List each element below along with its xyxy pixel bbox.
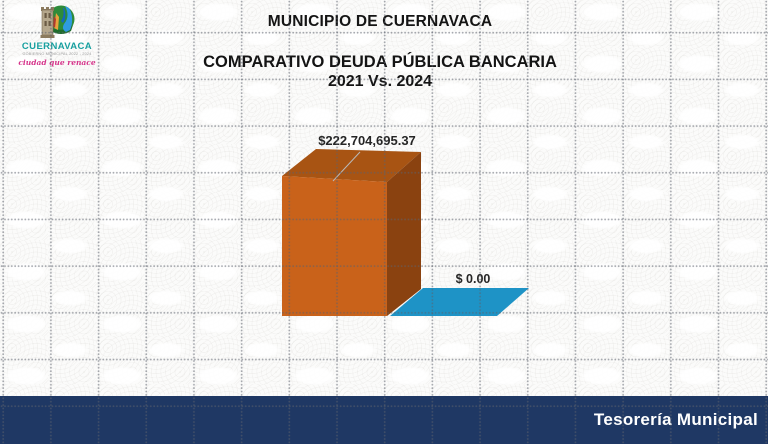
logo-slogan: ciudad que renace: [18, 58, 96, 67]
chart-title-line2: 2021 Vs. 2024: [327, 73, 433, 90]
footer-bar: Tesorería Municipal: [0, 396, 768, 444]
slide-title: MUNICIPIO DE CUERNAVACA: [267, 13, 493, 30]
cuernavaca-emblem-icon: [40, 5, 75, 38]
data-label-2024: $ 0.00: [455, 272, 491, 286]
bar-2021-top-face: [282, 149, 421, 182]
chart-title-line1: COMPARATIVO DEUDA PÚBLICA BANCARIA: [203, 53, 557, 71]
data-label-2021: $222,704,695.37: [318, 133, 416, 148]
bar-2024-floor: [390, 288, 529, 316]
cuernavaca-logo: CUERNAVACA GOBIERNO MUNICIPAL 2022 - 202…: [18, 2, 96, 67]
logo-wordmark: CUERNAVACA: [21, 41, 93, 52]
data-label-leader-line: [332, 151, 361, 182]
bar-2021-front-face: [282, 176, 387, 316]
bar-2021-side-face: [387, 152, 421, 316]
footer-label: Tesorería Municipal: [593, 410, 758, 429]
logo-subtitle: GOBIERNO MUNICIPAL 2022 - 2024: [22, 52, 92, 56]
